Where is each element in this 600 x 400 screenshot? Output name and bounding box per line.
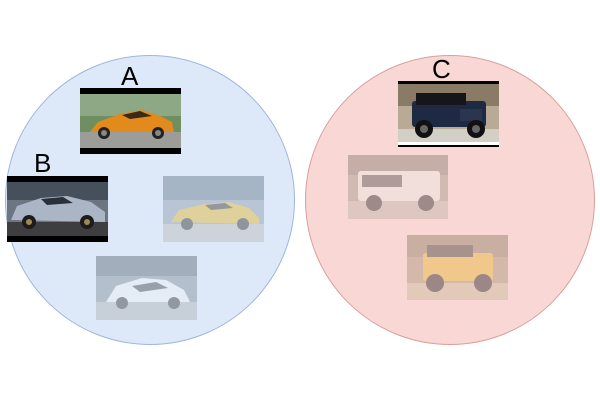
yellow-sports-car-icon	[163, 176, 264, 242]
silver-sports-car-icon	[7, 176, 108, 242]
faded-photo-yellow-jeep	[407, 235, 508, 300]
photo-a	[80, 88, 181, 154]
yellow-jeep-icon	[407, 235, 508, 300]
faded-photo-white-suv	[348, 155, 448, 219]
photo-c	[398, 81, 499, 147]
white-suv-icon	[348, 155, 448, 219]
photo-b	[7, 176, 108, 242]
label-a: A	[121, 61, 139, 91]
faded-photo-white-concept-car	[96, 256, 197, 320]
faded-photo-yellow-sports-car	[163, 176, 264, 242]
white-concept-car-icon	[96, 256, 197, 320]
label-b: B	[34, 148, 52, 178]
label-c: C	[432, 54, 451, 84]
dark-jeep-icon	[398, 81, 499, 147]
orange-sports-car-icon	[80, 88, 181, 154]
